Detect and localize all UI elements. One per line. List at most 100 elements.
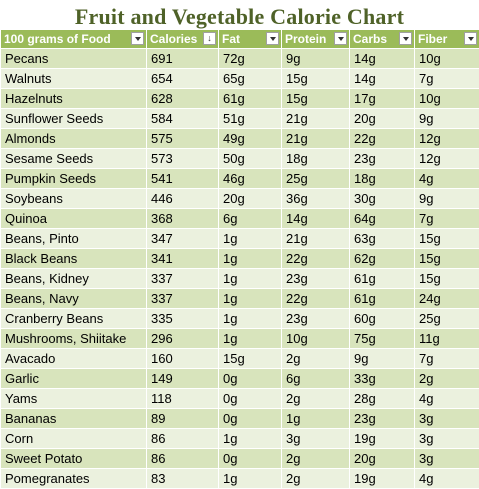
table-cell-food[interactable]: Hazelnuts [1,89,147,109]
table-cell-calories[interactable]: 347 [147,229,219,249]
table-cell-food[interactable]: Beans, Kidney [1,269,147,289]
table-cell-carbs[interactable]: 60g [350,309,415,329]
table-cell-carbs[interactable]: 9g [350,349,415,369]
table-cell-calories[interactable]: 89 [147,409,219,429]
table-cell-fiber[interactable]: 15g [415,269,479,289]
table-cell-fat[interactable]: 51g [219,109,282,129]
table-cell-fiber[interactable]: 3g [415,449,479,469]
table-cell-fat[interactable]: 49g [219,129,282,149]
table-cell-carbs[interactable]: 19g [350,469,415,489]
table-cell-fat[interactable]: 1g [219,329,282,349]
table-cell-carbs[interactable]: 20g [350,109,415,129]
table-cell-fat[interactable]: 1g [219,429,282,449]
table-cell-carbs[interactable]: 75g [350,329,415,349]
table-cell-calories[interactable]: 86 [147,449,219,469]
table-cell-fiber[interactable]: 10g [415,89,479,109]
table-cell-protein[interactable]: 22g [282,249,350,269]
header-food[interactable]: 100 grams of Food [1,30,147,49]
table-cell-carbs[interactable]: 14g [350,49,415,69]
table-cell-carbs[interactable]: 23g [350,409,415,429]
table-cell-carbs[interactable]: 19g [350,429,415,449]
table-cell-carbs[interactable]: 61g [350,269,415,289]
table-cell-protein[interactable]: 36g [282,189,350,209]
table-cell-fat[interactable]: 50g [219,149,282,169]
header-calories[interactable]: Calories ↓ [147,30,219,49]
table-cell-fat[interactable]: 20g [219,189,282,209]
table-cell-fiber[interactable]: 15g [415,249,479,269]
table-cell-food[interactable]: Pomegranates [1,469,147,489]
table-cell-fat[interactable]: 0g [219,369,282,389]
table-cell-calories[interactable]: 296 [147,329,219,349]
table-cell-calories[interactable]: 691 [147,49,219,69]
table-cell-fat[interactable]: 72g [219,49,282,69]
table-cell-protein[interactable]: 18g [282,149,350,169]
table-cell-food[interactable]: Yams [1,389,147,409]
table-cell-fat[interactable]: 6g [219,209,282,229]
table-cell-calories[interactable]: 83 [147,469,219,489]
filter-dropdown-icon[interactable] [399,32,412,45]
table-cell-protein[interactable]: 2g [282,469,350,489]
table-cell-calories[interactable]: 118 [147,389,219,409]
table-cell-fiber[interactable]: 4g [415,469,479,489]
table-cell-fat[interactable]: 0g [219,389,282,409]
table-cell-protein[interactable]: 15g [282,89,350,109]
table-cell-fat[interactable]: 61g [219,89,282,109]
table-cell-fat[interactable]: 0g [219,449,282,469]
filter-dropdown-icon[interactable] [334,32,347,45]
table-cell-fat[interactable]: 1g [219,269,282,289]
table-cell-food[interactable]: Beans, Navy [1,289,147,309]
header-carbs[interactable]: Carbs [350,30,415,49]
table-cell-calories[interactable]: 337 [147,289,219,309]
table-cell-calories[interactable]: 86 [147,429,219,449]
table-cell-calories[interactable]: 341 [147,249,219,269]
table-cell-fiber[interactable]: 9g [415,189,479,209]
table-cell-protein[interactable]: 23g [282,309,350,329]
table-cell-fat[interactable]: 1g [219,249,282,269]
table-cell-fat[interactable]: 46g [219,169,282,189]
table-cell-food[interactable]: Pumpkin Seeds [1,169,147,189]
table-cell-protein[interactable]: 15g [282,69,350,89]
table-cell-fiber[interactable]: 2g [415,369,479,389]
table-cell-protein[interactable]: 21g [282,129,350,149]
table-cell-food[interactable]: Bananas [1,409,147,429]
table-cell-carbs[interactable]: 28g [350,389,415,409]
table-cell-food[interactable]: Avacado [1,349,147,369]
table-cell-fiber[interactable]: 25g [415,309,479,329]
table-cell-fiber[interactable]: 12g [415,129,479,149]
table-cell-calories[interactable]: 628 [147,89,219,109]
table-cell-calories[interactable]: 573 [147,149,219,169]
table-cell-fat[interactable]: 1g [219,309,282,329]
table-cell-carbs[interactable]: 61g [350,289,415,309]
table-cell-fiber[interactable]: 4g [415,389,479,409]
table-cell-food[interactable]: Almonds [1,129,147,149]
table-cell-food[interactable]: Beans, Pinto [1,229,147,249]
header-fat[interactable]: Fat [219,30,282,49]
table-cell-fat[interactable]: 15g [219,349,282,369]
table-cell-food[interactable]: Mushrooms, Shiitake [1,329,147,349]
table-cell-calories[interactable]: 584 [147,109,219,129]
header-protein[interactable]: Protein [282,30,350,49]
table-cell-fiber[interactable]: 7g [415,209,479,229]
table-cell-carbs[interactable]: 23g [350,149,415,169]
table-cell-carbs[interactable]: 22g [350,129,415,149]
table-cell-protein[interactable]: 9g [282,49,350,69]
table-cell-fiber[interactable]: 4g [415,169,479,189]
table-cell-carbs[interactable]: 14g [350,69,415,89]
table-cell-calories[interactable]: 575 [147,129,219,149]
table-cell-fat[interactable]: 1g [219,229,282,249]
table-cell-fiber[interactable]: 10g [415,49,479,69]
table-cell-fiber[interactable]: 3g [415,409,479,429]
filter-dropdown-icon[interactable] [266,32,279,45]
table-cell-fiber[interactable]: 12g [415,149,479,169]
table-cell-calories[interactable]: 337 [147,269,219,289]
table-cell-carbs[interactable]: 62g [350,249,415,269]
table-cell-protein[interactable]: 2g [282,349,350,369]
table-cell-food[interactable]: Walnuts [1,69,147,89]
table-cell-fat[interactable]: 1g [219,289,282,309]
table-cell-protein[interactable]: 14g [282,209,350,229]
table-cell-protein[interactable]: 1g [282,409,350,429]
table-cell-food[interactable]: Sunflower Seeds [1,109,147,129]
table-cell-food[interactable]: Quinoa [1,209,147,229]
table-cell-food[interactable]: Pecans [1,49,147,69]
table-cell-carbs[interactable]: 33g [350,369,415,389]
